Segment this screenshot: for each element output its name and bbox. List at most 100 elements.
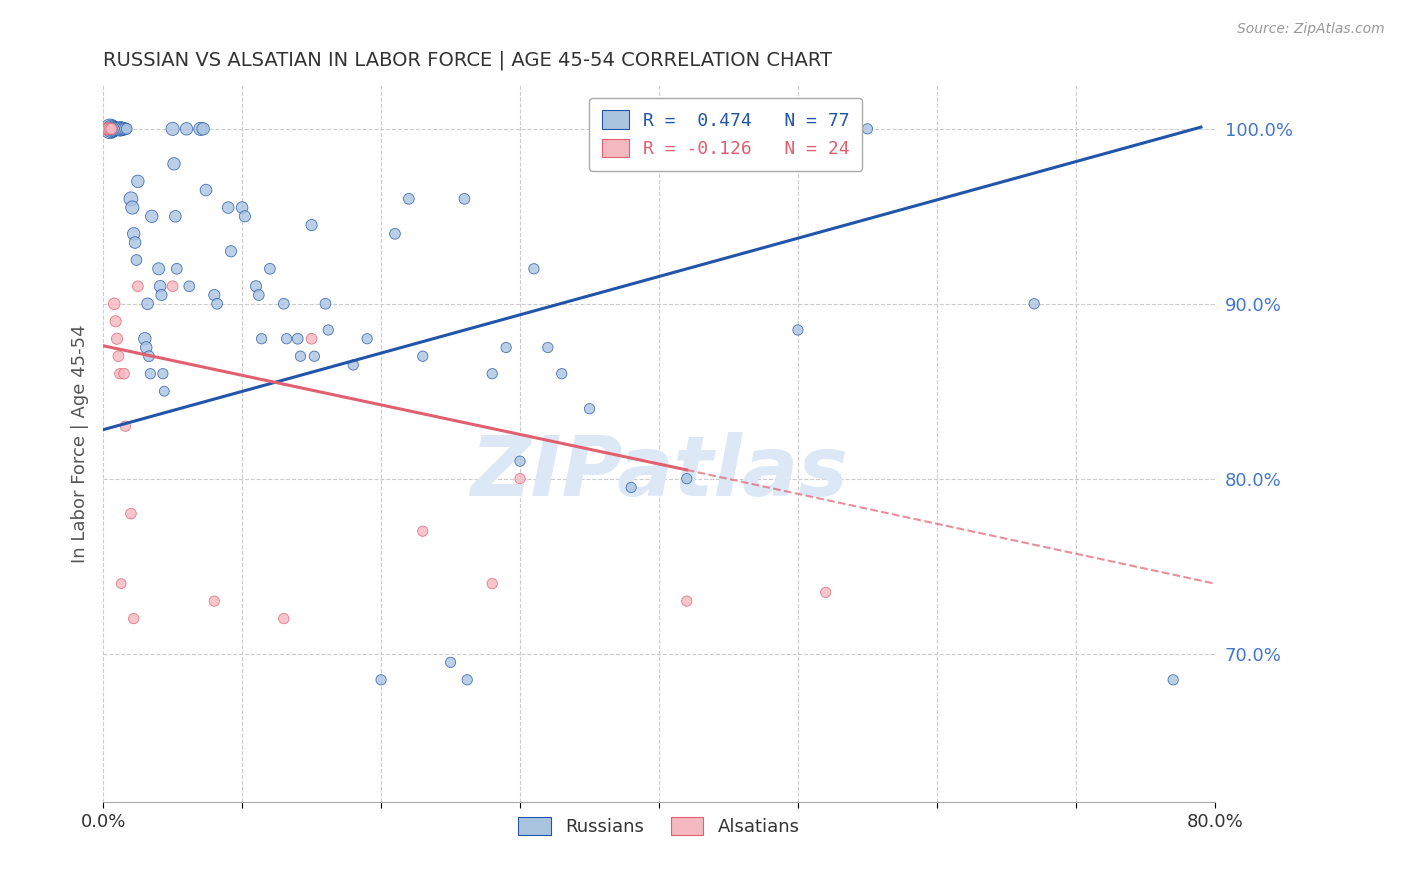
Point xyxy=(114,121,136,136)
Point xyxy=(176,121,198,136)
Point xyxy=(398,192,420,206)
Point xyxy=(456,673,478,687)
Point xyxy=(120,507,142,521)
Point xyxy=(114,419,136,434)
Point xyxy=(138,349,160,363)
Point xyxy=(384,227,406,241)
Point xyxy=(115,121,138,136)
Point xyxy=(342,358,364,372)
Point xyxy=(139,367,162,381)
Point xyxy=(814,585,837,599)
Point xyxy=(100,121,122,136)
Point xyxy=(100,121,122,136)
Point xyxy=(1161,673,1184,687)
Point xyxy=(163,157,186,171)
Point xyxy=(141,209,163,223)
Point xyxy=(287,332,309,346)
Point xyxy=(370,673,392,687)
Point xyxy=(108,121,131,136)
Point xyxy=(125,253,148,268)
Point xyxy=(316,323,339,337)
Point xyxy=(121,201,143,215)
Point xyxy=(193,121,215,136)
Point xyxy=(202,288,225,302)
Point xyxy=(233,209,256,223)
Point xyxy=(112,121,135,136)
Point xyxy=(578,401,600,416)
Point xyxy=(219,244,242,259)
Point xyxy=(122,227,145,241)
Point xyxy=(247,288,270,302)
Point xyxy=(127,279,149,293)
Point xyxy=(259,261,281,276)
Point xyxy=(273,297,295,311)
Point xyxy=(523,261,546,276)
Text: RUSSIAN VS ALSATIAN IN LABOR FORCE | AGE 45-54 CORRELATION CHART: RUSSIAN VS ALSATIAN IN LABOR FORCE | AGE… xyxy=(103,51,832,70)
Point xyxy=(301,332,323,346)
Point xyxy=(134,332,156,346)
Point xyxy=(194,183,217,197)
Point xyxy=(107,349,129,363)
Text: Source: ZipAtlas.com: Source: ZipAtlas.com xyxy=(1237,22,1385,37)
Point xyxy=(304,349,326,363)
Point xyxy=(104,121,127,136)
Point xyxy=(509,454,531,468)
Point xyxy=(162,279,184,293)
Point xyxy=(98,121,121,136)
Legend: Russians, Alsatians: Russians, Alsatians xyxy=(510,810,807,844)
Point xyxy=(148,261,170,276)
Point xyxy=(551,367,574,381)
Point xyxy=(481,576,503,591)
Point xyxy=(120,192,142,206)
Point xyxy=(166,261,188,276)
Point xyxy=(153,384,176,399)
Point xyxy=(152,367,174,381)
Point xyxy=(231,201,253,215)
Text: ZIPatlas: ZIPatlas xyxy=(470,432,848,513)
Point xyxy=(245,279,267,293)
Point xyxy=(101,121,124,136)
Point xyxy=(112,367,135,381)
Point xyxy=(103,297,125,311)
Point xyxy=(290,349,312,363)
Point xyxy=(356,332,378,346)
Point xyxy=(136,297,159,311)
Point xyxy=(122,612,145,626)
Point xyxy=(250,332,273,346)
Point xyxy=(103,121,125,136)
Point xyxy=(787,323,810,337)
Point xyxy=(108,367,131,381)
Point xyxy=(110,121,132,136)
Point xyxy=(127,174,149,188)
Point xyxy=(162,121,184,136)
Point xyxy=(217,201,239,215)
Point xyxy=(190,121,212,136)
Point xyxy=(205,297,228,311)
Point xyxy=(149,279,172,293)
Point xyxy=(481,367,503,381)
Point xyxy=(314,297,336,311)
Point xyxy=(301,218,323,232)
Point xyxy=(97,121,120,136)
Point xyxy=(104,314,127,328)
Point xyxy=(135,341,157,355)
Point xyxy=(150,288,173,302)
Point xyxy=(495,341,517,355)
Point xyxy=(537,341,560,355)
Point xyxy=(273,612,295,626)
Point xyxy=(111,121,134,136)
Y-axis label: In Labor Force | Age 45-54: In Labor Force | Age 45-54 xyxy=(72,325,89,563)
Point xyxy=(124,235,146,250)
Point xyxy=(856,121,879,136)
Point xyxy=(110,576,132,591)
Point xyxy=(675,594,697,608)
Point xyxy=(453,192,475,206)
Point xyxy=(1024,297,1046,311)
Point xyxy=(620,480,643,494)
Point xyxy=(98,121,121,136)
Point xyxy=(412,524,434,538)
Point xyxy=(96,121,118,136)
Point xyxy=(202,594,225,608)
Point xyxy=(276,332,298,346)
Point xyxy=(179,279,201,293)
